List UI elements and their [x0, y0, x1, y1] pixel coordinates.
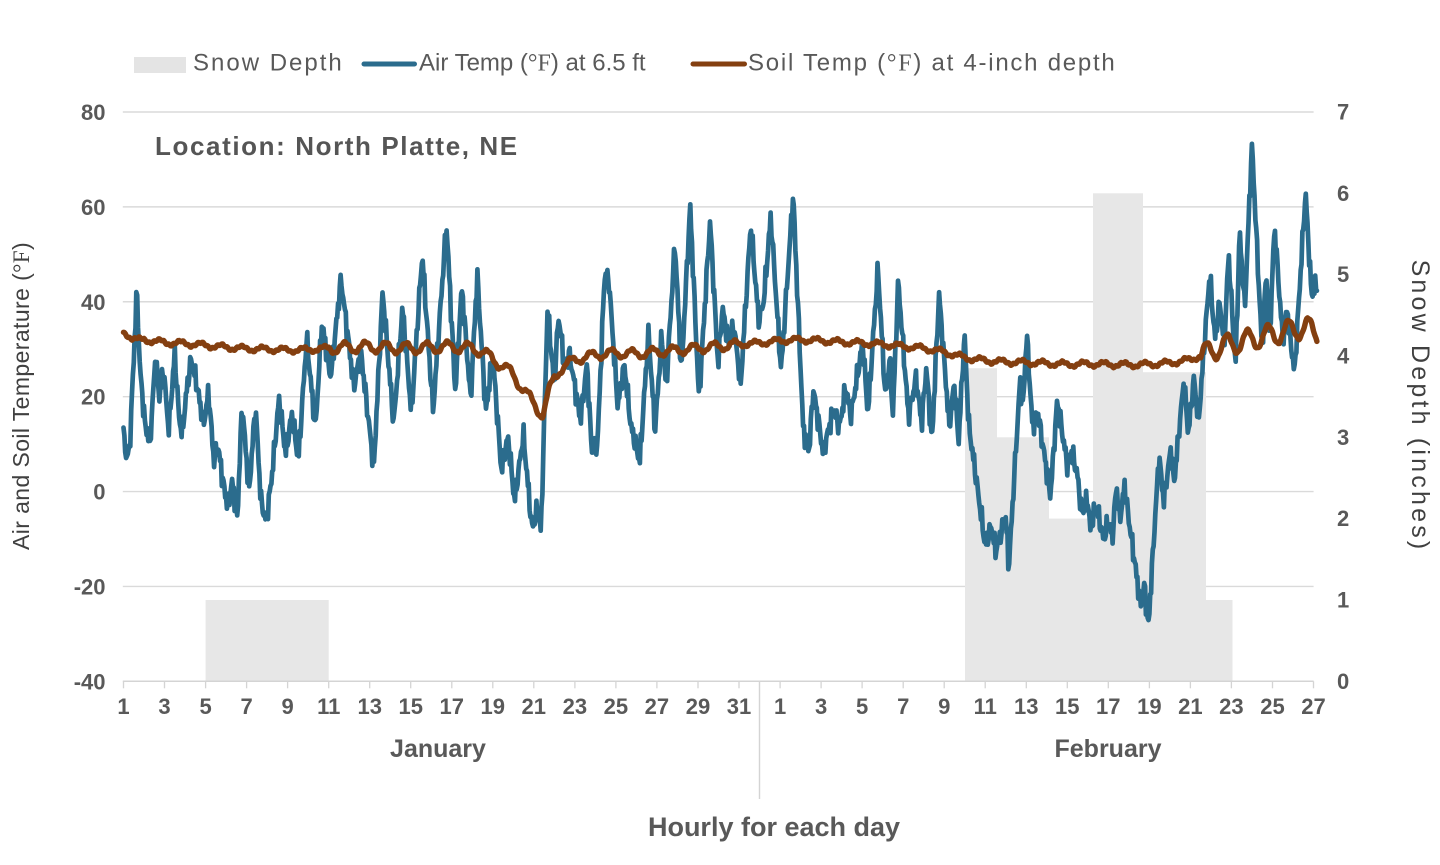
svg-text:15: 15 [1055, 694, 1079, 719]
svg-text:2: 2 [1337, 506, 1349, 531]
svg-text:19: 19 [1137, 694, 1161, 719]
svg-text:3: 3 [1337, 425, 1349, 450]
svg-text:3: 3 [815, 694, 827, 719]
svg-text:3: 3 [158, 694, 170, 719]
svg-text:11: 11 [317, 694, 340, 719]
svg-text:1: 1 [117, 694, 129, 719]
svg-text:80: 80 [81, 100, 105, 125]
svg-text:13: 13 [357, 694, 381, 719]
svg-text:17: 17 [1096, 694, 1120, 719]
svg-text:19: 19 [481, 694, 505, 719]
svg-text:27: 27 [645, 694, 669, 719]
svg-text:1: 1 [774, 694, 786, 719]
svg-text:13: 13 [1014, 694, 1038, 719]
svg-text:February: February [1055, 735, 1162, 763]
svg-text:40: 40 [81, 290, 105, 315]
svg-text:9: 9 [281, 694, 293, 719]
svg-text:-20: -20 [74, 574, 106, 599]
svg-text:60: 60 [81, 195, 105, 220]
svg-text:4: 4 [1337, 344, 1350, 369]
svg-text:11: 11 [974, 694, 997, 719]
svg-text:31: 31 [727, 694, 751, 719]
svg-text:5: 5 [856, 694, 868, 719]
svg-text:7: 7 [240, 694, 252, 719]
svg-text:23: 23 [1219, 694, 1243, 719]
svg-text:1: 1 [1337, 588, 1349, 613]
svg-text:27: 27 [1301, 694, 1325, 719]
svg-text:Air and Soil Temperature (°F): Air and Soil Temperature (°F) [8, 242, 34, 550]
svg-text:20: 20 [81, 385, 105, 410]
svg-text:7: 7 [1337, 100, 1349, 125]
svg-text:January: January [390, 735, 486, 763]
svg-text:5: 5 [199, 694, 211, 719]
svg-text:Snow Depth (inches): Snow Depth (inches) [1406, 260, 1434, 553]
svg-text:29: 29 [686, 694, 710, 719]
svg-text:9: 9 [938, 694, 950, 719]
svg-text:Hourly for each day: Hourly for each day [648, 812, 900, 842]
svg-text:Snow Depth: Snow Depth [193, 50, 344, 77]
svg-text:Soil Temp (°F) at 4-inch depth: Soil Temp (°F) at 4-inch depth [748, 50, 1117, 77]
svg-text:0: 0 [93, 480, 105, 505]
svg-text:21: 21 [1178, 694, 1202, 719]
svg-text:17: 17 [440, 694, 464, 719]
svg-text:Air Temp (°F) at 6.5 ft: Air Temp (°F) at 6.5 ft [419, 50, 646, 77]
svg-text:23: 23 [563, 694, 587, 719]
svg-text:-40: -40 [74, 669, 106, 694]
svg-text:6: 6 [1337, 181, 1349, 206]
svg-text:5: 5 [1337, 262, 1349, 287]
svg-text:25: 25 [1260, 694, 1284, 719]
svg-text:7: 7 [897, 694, 909, 719]
svg-text:0: 0 [1337, 669, 1349, 694]
svg-text:Location: North Platte, NE: Location: North Platte, NE [155, 131, 519, 161]
svg-text:25: 25 [604, 694, 628, 719]
svg-text:21: 21 [522, 694, 546, 719]
svg-text:15: 15 [398, 694, 422, 719]
